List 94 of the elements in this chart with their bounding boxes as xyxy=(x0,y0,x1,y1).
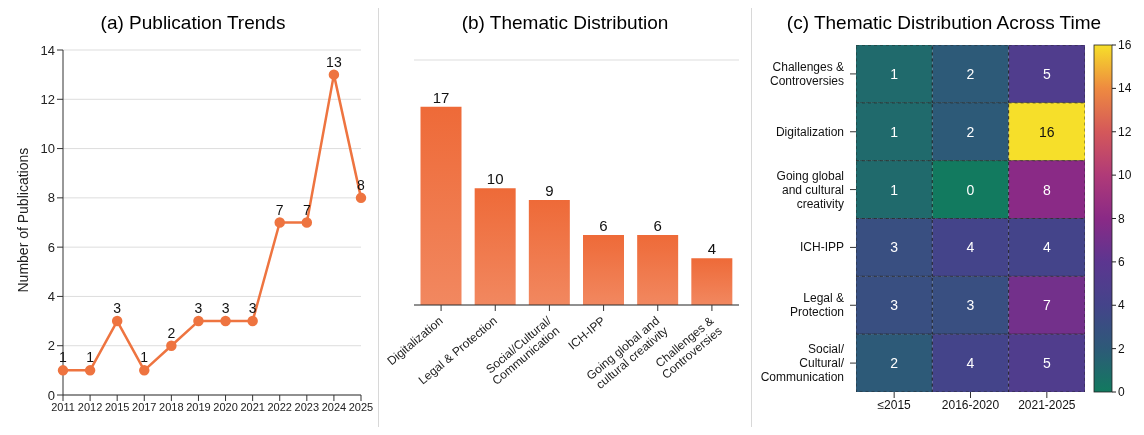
y-tick-label: Going global and cultural creativity xyxy=(776,168,844,211)
bar xyxy=(420,106,462,305)
bar xyxy=(637,235,679,305)
bar xyxy=(583,235,624,305)
y-tick-label: Digitalization xyxy=(775,124,844,139)
data-label: 2 xyxy=(890,355,899,372)
color-bar-label: 6 xyxy=(1118,254,1125,269)
color-bar-label: 0 xyxy=(1118,385,1125,399)
data-label: 10 xyxy=(486,170,504,188)
x-tick-label: 2015 xyxy=(104,400,130,413)
data-label: 0 xyxy=(966,181,975,198)
color-bar-label: 10 xyxy=(1118,168,1132,183)
data-label: 6 xyxy=(599,217,608,234)
point xyxy=(355,192,367,204)
color-bar-label: 2 xyxy=(1118,341,1125,356)
data-label: 3 xyxy=(221,300,230,317)
data-label: 5 xyxy=(1042,65,1051,82)
data-label: 4 xyxy=(966,355,975,372)
x-tick-label: 2019 xyxy=(186,400,211,413)
y-tick-label: 4 xyxy=(47,289,55,305)
x-tick-label: 2021-2025 xyxy=(1018,397,1076,412)
x-tick-label: 2017 xyxy=(132,400,157,413)
x-tick-label: 2022 xyxy=(267,400,292,413)
x-tick-label: 2024 xyxy=(321,400,347,413)
x-tick-label: 2025 xyxy=(348,400,374,413)
data-label: 1 xyxy=(890,123,899,140)
data-label: 16 xyxy=(1039,123,1055,140)
bar xyxy=(691,258,733,305)
data-label: 3 xyxy=(966,297,975,314)
data-label: 4 xyxy=(966,239,975,256)
data-label: 3 xyxy=(248,300,257,317)
color-scale: 0 2 4 6 8 10 12 14 16 xyxy=(1090,40,1134,425)
y-tick-label: Challenges & Controversies xyxy=(769,59,844,88)
point xyxy=(301,217,313,228)
data-label: 1 xyxy=(86,349,95,366)
y-axis-title: Number of Publications xyxy=(14,147,31,293)
point xyxy=(139,365,150,376)
data-label: 1 xyxy=(140,349,149,366)
chart-title: (b) Thematic Distribution xyxy=(460,12,670,35)
x-tick-label: 2020 xyxy=(213,400,238,413)
data-label: 4 xyxy=(707,240,717,258)
point xyxy=(247,315,258,327)
data-label: 6 xyxy=(653,217,662,234)
y-tick-label: Legal & Protection xyxy=(789,291,844,320)
bar xyxy=(528,200,570,305)
data-label: 7 xyxy=(1042,297,1051,314)
x-tick-label: 2021 xyxy=(240,400,265,413)
data-label: 2 xyxy=(966,65,975,82)
color-bar-label: 8 xyxy=(1118,211,1125,226)
data-label: 3 xyxy=(890,297,899,314)
chart-title: (a) Publication Trends xyxy=(99,12,287,35)
color-bar-label: 14 xyxy=(1118,81,1132,96)
data-label: 1 xyxy=(890,181,899,198)
data-label: 1 xyxy=(59,349,68,366)
point xyxy=(220,315,231,327)
x-tick-label: ≤2015 xyxy=(877,397,912,412)
y-tick-label: 10 xyxy=(40,141,55,157)
color-bar-label: 16 xyxy=(1118,38,1132,52)
data-label: 8 xyxy=(1042,181,1051,198)
data-label: 3 xyxy=(113,300,122,317)
x-tick-label: 2012 xyxy=(77,400,103,413)
point xyxy=(193,315,204,327)
data-label: 7 xyxy=(275,201,284,218)
y-tick-label: 8 xyxy=(47,190,55,206)
data-label: 2 xyxy=(966,123,975,140)
data-label: 3 xyxy=(194,300,203,317)
chart-title: (c) Thematic Distribution Across Time xyxy=(786,12,1102,33)
data-label: 1 xyxy=(890,65,899,82)
data-label: 9 xyxy=(545,182,554,199)
y-tick-label: ICH-IPP xyxy=(799,240,844,255)
point xyxy=(328,69,340,80)
data-label: 3 xyxy=(890,239,899,256)
data-label: 5 xyxy=(1042,355,1051,372)
point xyxy=(84,365,96,376)
color-bar-label: 4 xyxy=(1118,298,1125,313)
y-tick-label: 2 xyxy=(47,338,55,354)
data-label: 4 xyxy=(1042,239,1051,256)
y-tick-label: 0 xyxy=(47,387,55,403)
y-tick-label: 12 xyxy=(40,91,55,107)
x-tick-label: 2023 xyxy=(294,400,320,413)
color-bar-label: 12 xyxy=(1118,124,1132,139)
data-label: 13 xyxy=(326,53,342,70)
point xyxy=(111,315,123,327)
point xyxy=(57,365,69,376)
y-tick-label: 14 xyxy=(40,42,55,58)
point xyxy=(274,217,285,228)
x-tick-label: 2018 xyxy=(159,400,184,413)
y-tick-label: 6 xyxy=(47,239,55,255)
point xyxy=(166,340,177,351)
x-tick-label: 2016-2020 xyxy=(941,397,1000,412)
x-tick-label: 2011 xyxy=(51,400,75,413)
bar xyxy=(474,188,516,305)
data-label: 2 xyxy=(167,324,176,341)
data-label: 17 xyxy=(432,88,450,106)
